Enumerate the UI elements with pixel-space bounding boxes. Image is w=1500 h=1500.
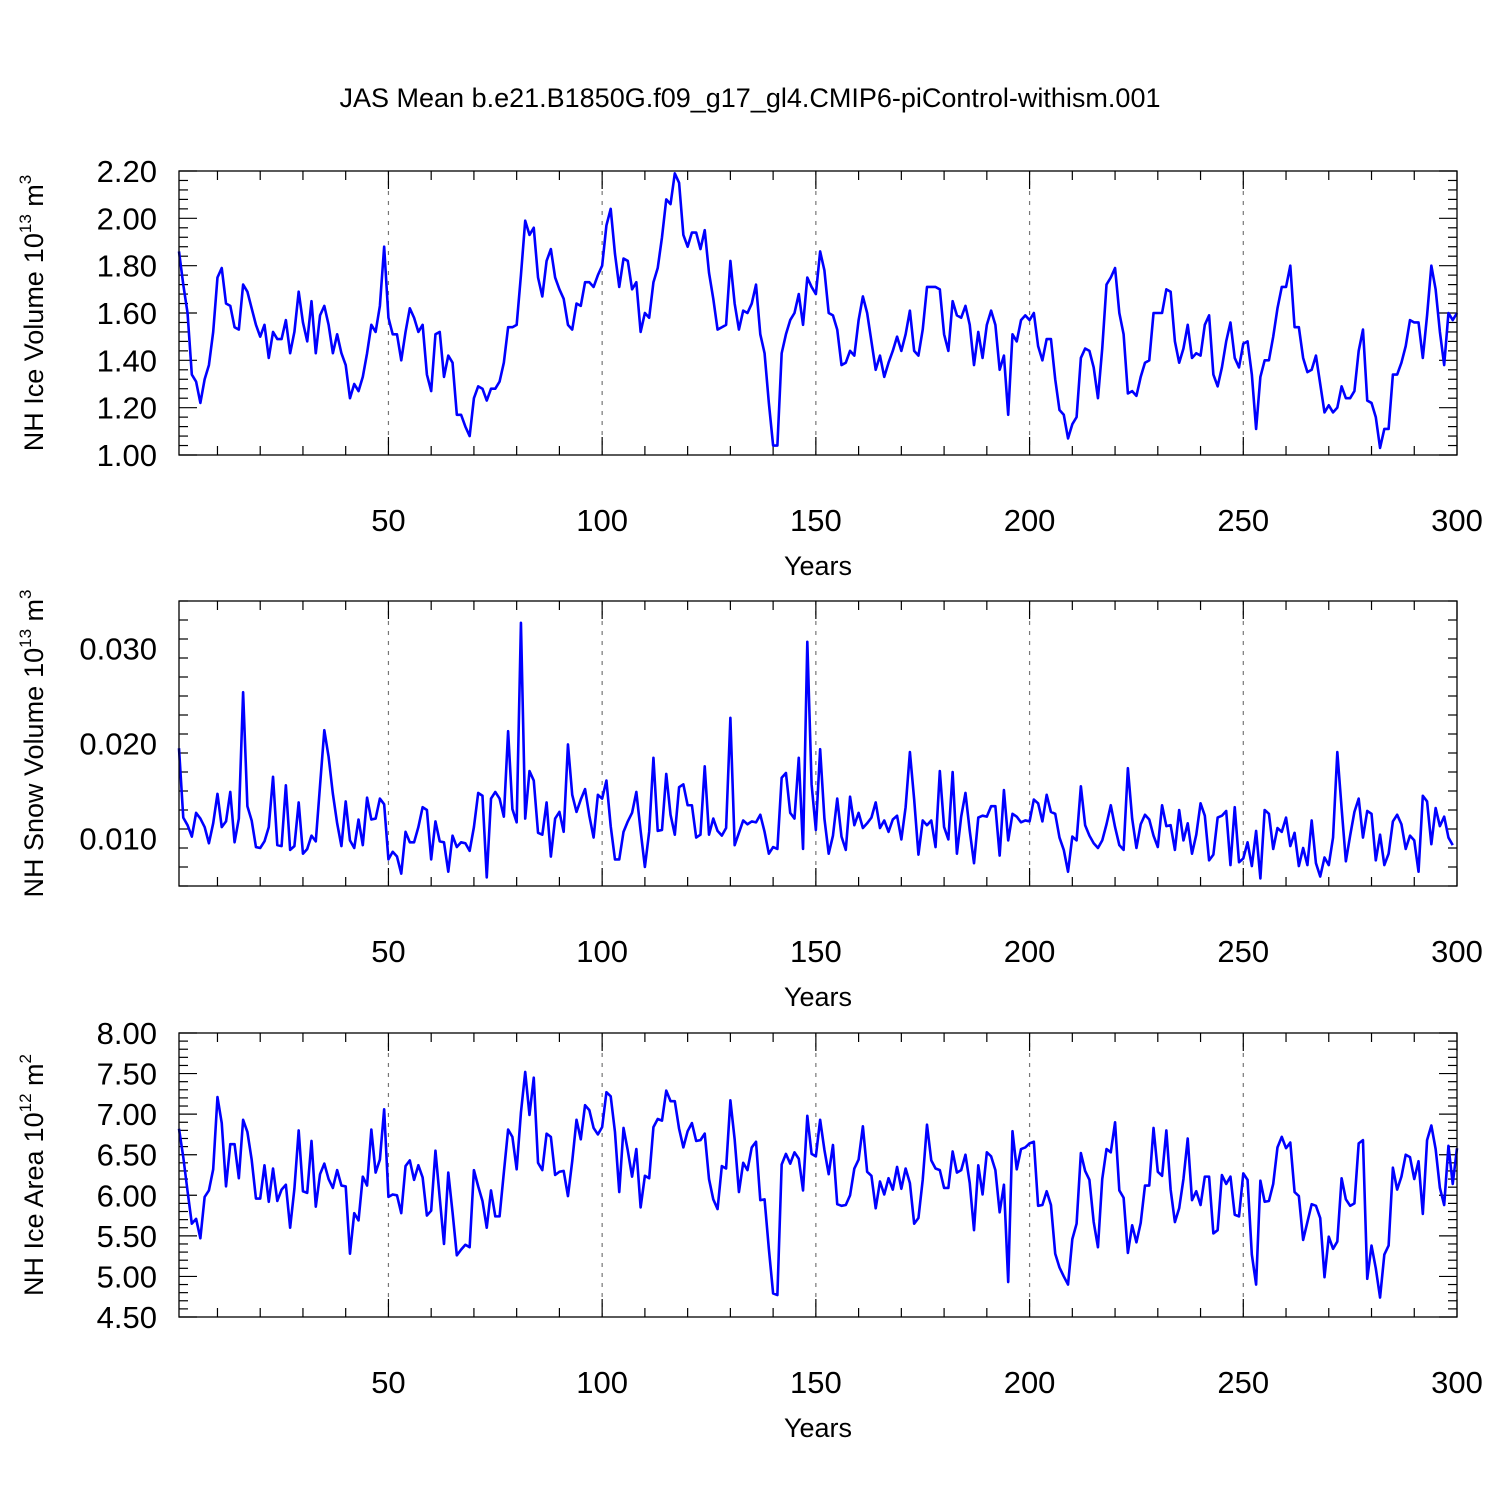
y-tick-label: 7.50 xyxy=(97,1057,157,1092)
x-tick-label: 150 xyxy=(790,934,842,969)
x-tick-label: 200 xyxy=(1004,934,1056,969)
x-axis-label: Years xyxy=(784,1413,852,1443)
y-axis-label-ylabel: NH Snow Volume xyxy=(19,686,49,898)
x-tick-label: 200 xyxy=(1004,503,1056,538)
x-tick-label: 100 xyxy=(576,503,628,538)
y-axis-label-yunit-exp: 13 xyxy=(16,629,35,648)
y-axis-label: NH Ice Volume 1013 m3 xyxy=(16,175,49,452)
y-axis-label-yunit-tail: m xyxy=(19,184,49,214)
y-axis-label-ylabel: NH Ice Area xyxy=(19,1149,49,1296)
y-tick-label: 6.50 xyxy=(97,1138,157,1173)
plot-frame xyxy=(178,170,1458,456)
y-axis-label-yunit-exp: 12 xyxy=(16,1093,35,1112)
x-tick-label: 50 xyxy=(371,1365,405,1400)
figure-title: JAS Mean b.e21.B1850G.f09_g17_gl4.CMIP6-… xyxy=(340,83,1161,113)
y-axis-label-yunit-base: 10 xyxy=(19,1112,49,1142)
x-tick-label: 250 xyxy=(1217,934,1269,969)
x-tick-label: 200 xyxy=(1004,1365,1056,1400)
y-tick-label: 0.030 xyxy=(79,632,157,667)
x-tick-label: 100 xyxy=(576,1365,628,1400)
y-tick-label: 5.50 xyxy=(97,1219,157,1254)
x-tick-label: 150 xyxy=(790,1365,842,1400)
panel-3: 4.50 5.00 5.50 6.00 6.50 7.00 7.50 8.00 50 100 150… xyxy=(16,1016,1483,1443)
y-tick-label: 2.00 xyxy=(97,201,157,236)
series-line xyxy=(177,1070,1459,1299)
y-tick-label: 6.00 xyxy=(97,1178,157,1213)
y-axis-label-yunit-tail-exp: 2 xyxy=(16,1054,35,1063)
x-tick-label: 250 xyxy=(1217,1365,1269,1400)
plot-frame xyxy=(178,1032,1458,1318)
plot-frame xyxy=(178,600,1458,887)
y-axis-label-yunit-exp: 13 xyxy=(16,214,35,233)
y-tick-label: 2.20 xyxy=(97,154,157,189)
y-tick-label: 5.00 xyxy=(97,1259,157,1294)
x-tick-label: 150 xyxy=(790,503,842,538)
y-tick-label: 1.40 xyxy=(97,343,157,378)
y-axis-label-yunit-base: 10 xyxy=(19,648,49,678)
y-tick-label: 1.60 xyxy=(97,296,157,331)
x-tick-label: 300 xyxy=(1431,503,1483,538)
x-tick-label: 250 xyxy=(1217,503,1269,538)
panels: 1.00 1.20 1.40 1.60 1.80 2.00 2.20 50 100 150 200 2… xyxy=(16,154,1483,1443)
x-tick-label: 300 xyxy=(1431,934,1483,969)
y-axis-label-yunit-tail-exp: 3 xyxy=(16,175,35,184)
y-tick-label: 1.20 xyxy=(97,391,157,426)
x-tick-label: 300 xyxy=(1431,1365,1483,1400)
y-tick-label: 1.80 xyxy=(97,249,157,284)
y-axis-label-yunit-tail: m xyxy=(19,599,49,629)
y-tick-label: 1.00 xyxy=(97,438,157,473)
series-line xyxy=(177,172,1459,450)
x-tick-label: 100 xyxy=(576,934,628,969)
y-tick-label: 7.00 xyxy=(97,1097,157,1132)
y-axis-label: NH Ice Area 1012 m2 xyxy=(16,1054,49,1296)
x-tick-label: 50 xyxy=(371,934,405,969)
y-tick-label: 4.50 xyxy=(97,1300,157,1335)
y-axis-label-ylabel: NH Ice Volume xyxy=(19,271,49,451)
x-tick-label: 50 xyxy=(371,503,405,538)
y-axis-label-yunit-tail-exp: 3 xyxy=(16,589,35,598)
y-tick-label: 0.010 xyxy=(79,822,157,857)
y-tick-label: 0.020 xyxy=(79,727,157,762)
y-axis-label-yunit-tail: m xyxy=(19,1063,49,1093)
x-axis-label: Years xyxy=(784,982,852,1012)
y-axis-label: NH Snow Volume 1013 m3 xyxy=(16,589,49,897)
series-line xyxy=(177,621,1454,880)
panel-2: 0.010 0.020 0.030 50 100 150 200 250 300 Years NH … xyxy=(16,589,1483,1012)
y-axis-label-yunit-base: 10 xyxy=(19,233,49,263)
x-axis-label: Years xyxy=(784,551,852,581)
panel-1: 1.00 1.20 1.40 1.60 1.80 2.00 2.20 50 100 150 200 2… xyxy=(16,154,1483,581)
y-tick-label: 8.00 xyxy=(97,1016,157,1051)
